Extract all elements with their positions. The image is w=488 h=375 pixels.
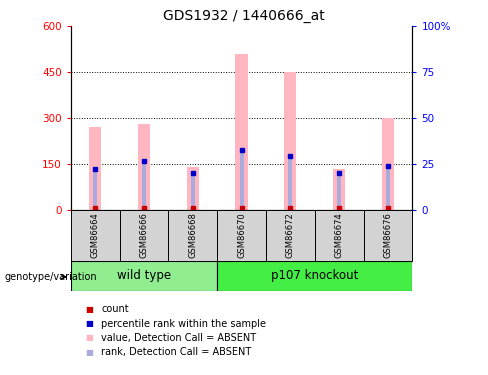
Bar [120, 210, 168, 261]
Text: GSM86664: GSM86664 [91, 212, 100, 258]
Text: rank, Detection Call = ABSENT: rank, Detection Call = ABSENT [101, 347, 251, 357]
Text: GSM86666: GSM86666 [140, 212, 148, 258]
Bar [217, 210, 266, 261]
Text: percentile rank within the sample: percentile rank within the sample [101, 319, 266, 328]
Bar [288, 156, 292, 210]
Text: GSM86670: GSM86670 [237, 212, 246, 258]
Bar [337, 173, 341, 210]
Bar [235, 54, 247, 210]
Text: ■: ■ [85, 319, 93, 328]
Text: GSM86674: GSM86674 [335, 212, 344, 258]
Bar [333, 169, 345, 210]
Text: GSM86676: GSM86676 [384, 212, 392, 258]
Text: value, Detection Call = ABSENT: value, Detection Call = ABSENT [101, 333, 256, 343]
Bar [142, 161, 146, 210]
Bar [386, 166, 390, 210]
Bar [284, 72, 297, 210]
Text: ■: ■ [85, 348, 93, 357]
Bar [315, 210, 364, 261]
Text: GDS1932 / 1440666_at: GDS1932 / 1440666_at [163, 9, 325, 23]
Text: GSM86668: GSM86668 [188, 212, 197, 258]
Bar [71, 210, 120, 261]
Bar [266, 210, 315, 261]
Text: genotype/variation: genotype/variation [5, 272, 98, 282]
Bar [168, 210, 217, 261]
Bar [186, 167, 199, 210]
Bar [89, 128, 102, 210]
Text: count: count [101, 304, 129, 314]
Bar [138, 124, 150, 210]
Bar [217, 261, 412, 291]
Bar [240, 150, 244, 210]
Bar [93, 169, 97, 210]
Text: GSM86672: GSM86672 [286, 212, 295, 258]
Bar [382, 118, 394, 210]
Text: ■: ■ [85, 305, 93, 314]
Text: ■: ■ [85, 333, 93, 342]
Text: wild type: wild type [117, 269, 171, 282]
Text: p107 knockout: p107 knockout [271, 269, 359, 282]
Bar [191, 173, 195, 210]
Bar [71, 261, 217, 291]
Bar [364, 210, 412, 261]
